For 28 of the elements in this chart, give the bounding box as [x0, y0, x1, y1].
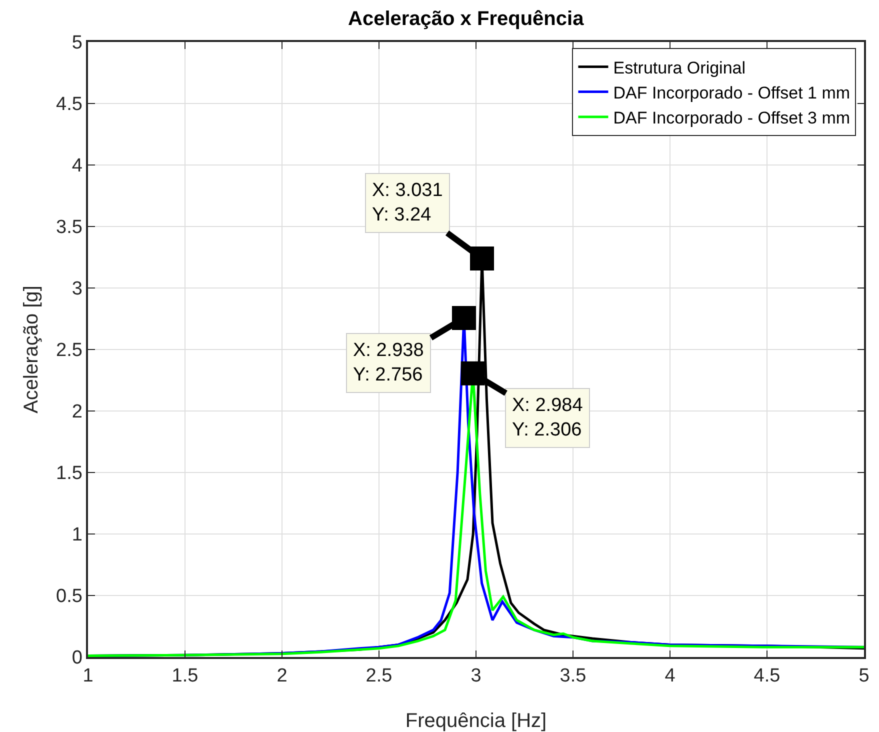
- annotation: X: 2.938 Y: 2.756: [353, 340, 424, 386]
- annotation: X: 3.031 Y: 3.24: [372, 180, 443, 226]
- x-tick-label: 3.5: [560, 666, 586, 687]
- y-tick-label: 4: [72, 156, 83, 177]
- y-tick-label: 0.5: [56, 586, 82, 608]
- x-tick-label: 2: [276, 666, 288, 687]
- y-tick-label: 0: [72, 648, 82, 669]
- y-axis-title: Aceleração [g]: [20, 286, 42, 414]
- x-tick-label: 2.5: [366, 666, 392, 687]
- y-tick-label: 4.5: [56, 94, 82, 116]
- y-tick-label: 3.5: [56, 217, 82, 238]
- y-tick-label: 1: [72, 524, 82, 546]
- y-tick-label: 2.5: [56, 340, 82, 362]
- x-tick-label: 1.5: [172, 666, 198, 687]
- annotation: X: 2.984 Y: 2.306: [512, 395, 584, 441]
- x-tick-label: 5: [858, 666, 870, 687]
- legend-label: DAF Incorporado - Offset 3 mm: [613, 108, 850, 128]
- x-tick-label: 4: [664, 666, 676, 687]
- legend-label: Estrutura Original: [613, 58, 746, 78]
- chart-title: Aceleração x Frequência: [348, 8, 585, 30]
- y-tick-label: 2: [72, 402, 82, 423]
- x-tick-label: 4.5: [754, 666, 780, 687]
- y-tick-label: 3: [72, 278, 82, 300]
- x-tick-label: 3: [470, 666, 482, 687]
- x-axis-title: Frequência [Hz]: [405, 710, 547, 732]
- legend-label: DAF Incorporado - Offset 1 mm: [613, 83, 850, 102]
- y-tick-label: 5: [72, 32, 82, 54]
- y-tick-label: 1.5: [56, 463, 82, 484]
